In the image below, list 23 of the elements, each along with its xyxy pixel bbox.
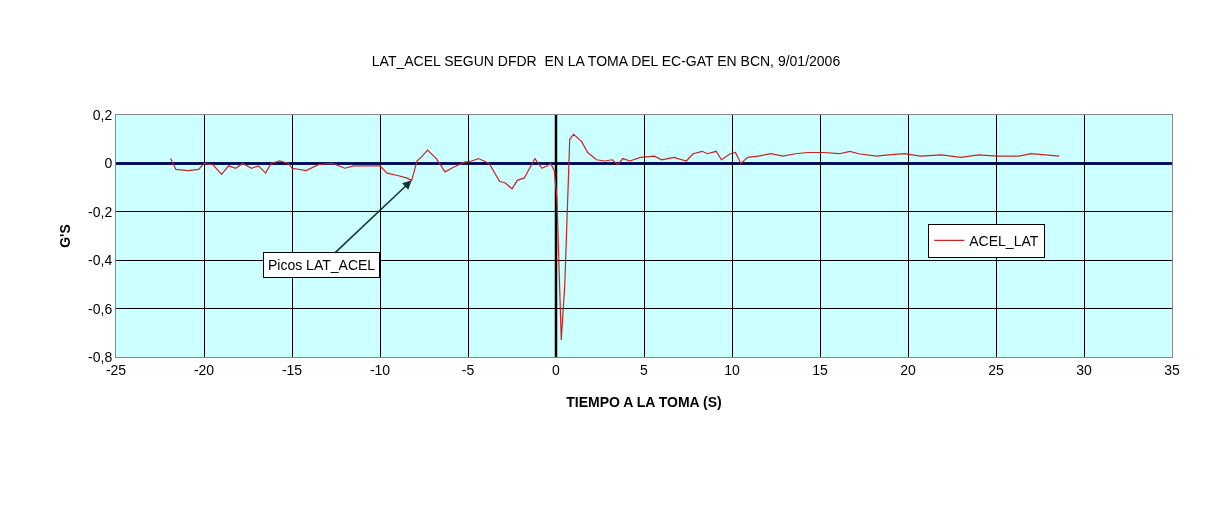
y-tick-label: 0,2 (92, 106, 113, 123)
legend-label: ACEL_LAT (969, 232, 1039, 249)
x-tick-label: 35 (1164, 361, 1180, 378)
x-tick-label: -15 (281, 361, 303, 378)
x-tick-label: 0 (552, 361, 561, 378)
y-tick-label: 0 (104, 155, 113, 172)
y-axis-title: G'S (56, 224, 73, 248)
line-series (169, 133, 1060, 341)
x-tick-label: 15 (812, 361, 828, 378)
y-tick-label: -0,4 (88, 252, 113, 269)
x-tick-label: 5 (640, 361, 649, 378)
x-axis-title: TIEMPO A LA TOMA (S) (566, 394, 722, 411)
x-tick-label: -10 (369, 361, 391, 378)
x-tick-label: 30 (1076, 361, 1092, 378)
annotation: Picos LAT_ACEL (268, 257, 376, 273)
x-tick-label: 10 (724, 361, 740, 378)
x-tick-label: 25 (988, 361, 1004, 378)
x-tick-label: -5 (461, 361, 475, 378)
x-tick-label: -20 (193, 361, 215, 378)
chart-title: LAT_ACEL SEGUN DFDR EN LA TOMA DEL EC-GAT EN BCN, 9/01/2006 (371, 52, 841, 69)
x-tick-label: 20 (900, 361, 916, 378)
y-tick-label: -0,6 (88, 300, 113, 317)
y-tick-label: -0,2 (88, 203, 113, 220)
